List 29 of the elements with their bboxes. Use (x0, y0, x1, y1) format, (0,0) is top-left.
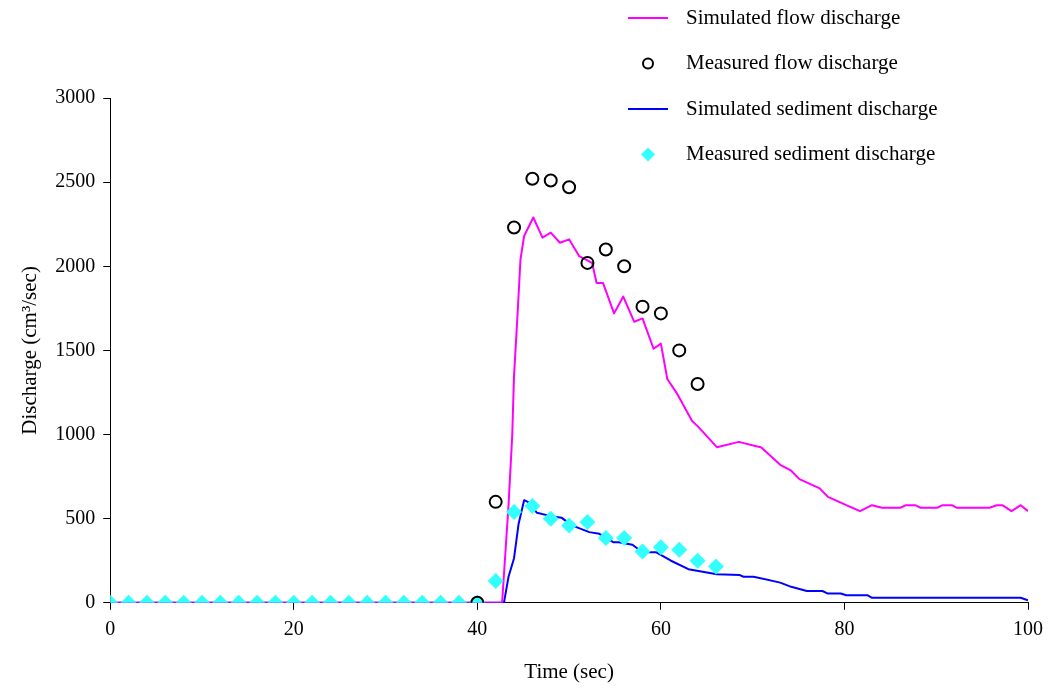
x-tick-label: 20 (283, 617, 304, 640)
point (525, 171, 540, 186)
y-tick-label: 1000 (55, 421, 96, 444)
x-tick-label: 80 (834, 617, 855, 640)
point (507, 220, 522, 235)
y-tick-label: 2000 (55, 253, 96, 276)
y-tick-label: 500 (65, 505, 96, 528)
point (543, 173, 558, 188)
legend-label: Simulated flow discharge (686, 4, 901, 29)
point (617, 259, 632, 274)
y-tick-label: 1500 (55, 337, 96, 360)
point (672, 343, 687, 358)
y-tick-label: 0 (85, 590, 96, 613)
point (635, 299, 650, 314)
y-tick-label: 3000 (55, 85, 96, 108)
x-tick-label: 100 (1013, 617, 1043, 640)
legend-label: Measured flow discharge (686, 50, 898, 75)
point (562, 180, 577, 195)
point (598, 242, 613, 257)
legend-label: Measured sediment discharge (686, 141, 936, 166)
legend-label: Simulated sediment discharge (686, 95, 938, 120)
y-tick-label: 2500 (55, 169, 96, 192)
x-tick-label: 0 (105, 617, 116, 640)
y-axis-title: Discharge (cm³/sec) (17, 266, 42, 435)
x-tick-label: 60 (650, 617, 671, 640)
x-axis-title: Time (sec) (524, 658, 614, 683)
point (653, 306, 668, 321)
point (580, 255, 595, 270)
x-tick-label: 40 (467, 617, 488, 640)
